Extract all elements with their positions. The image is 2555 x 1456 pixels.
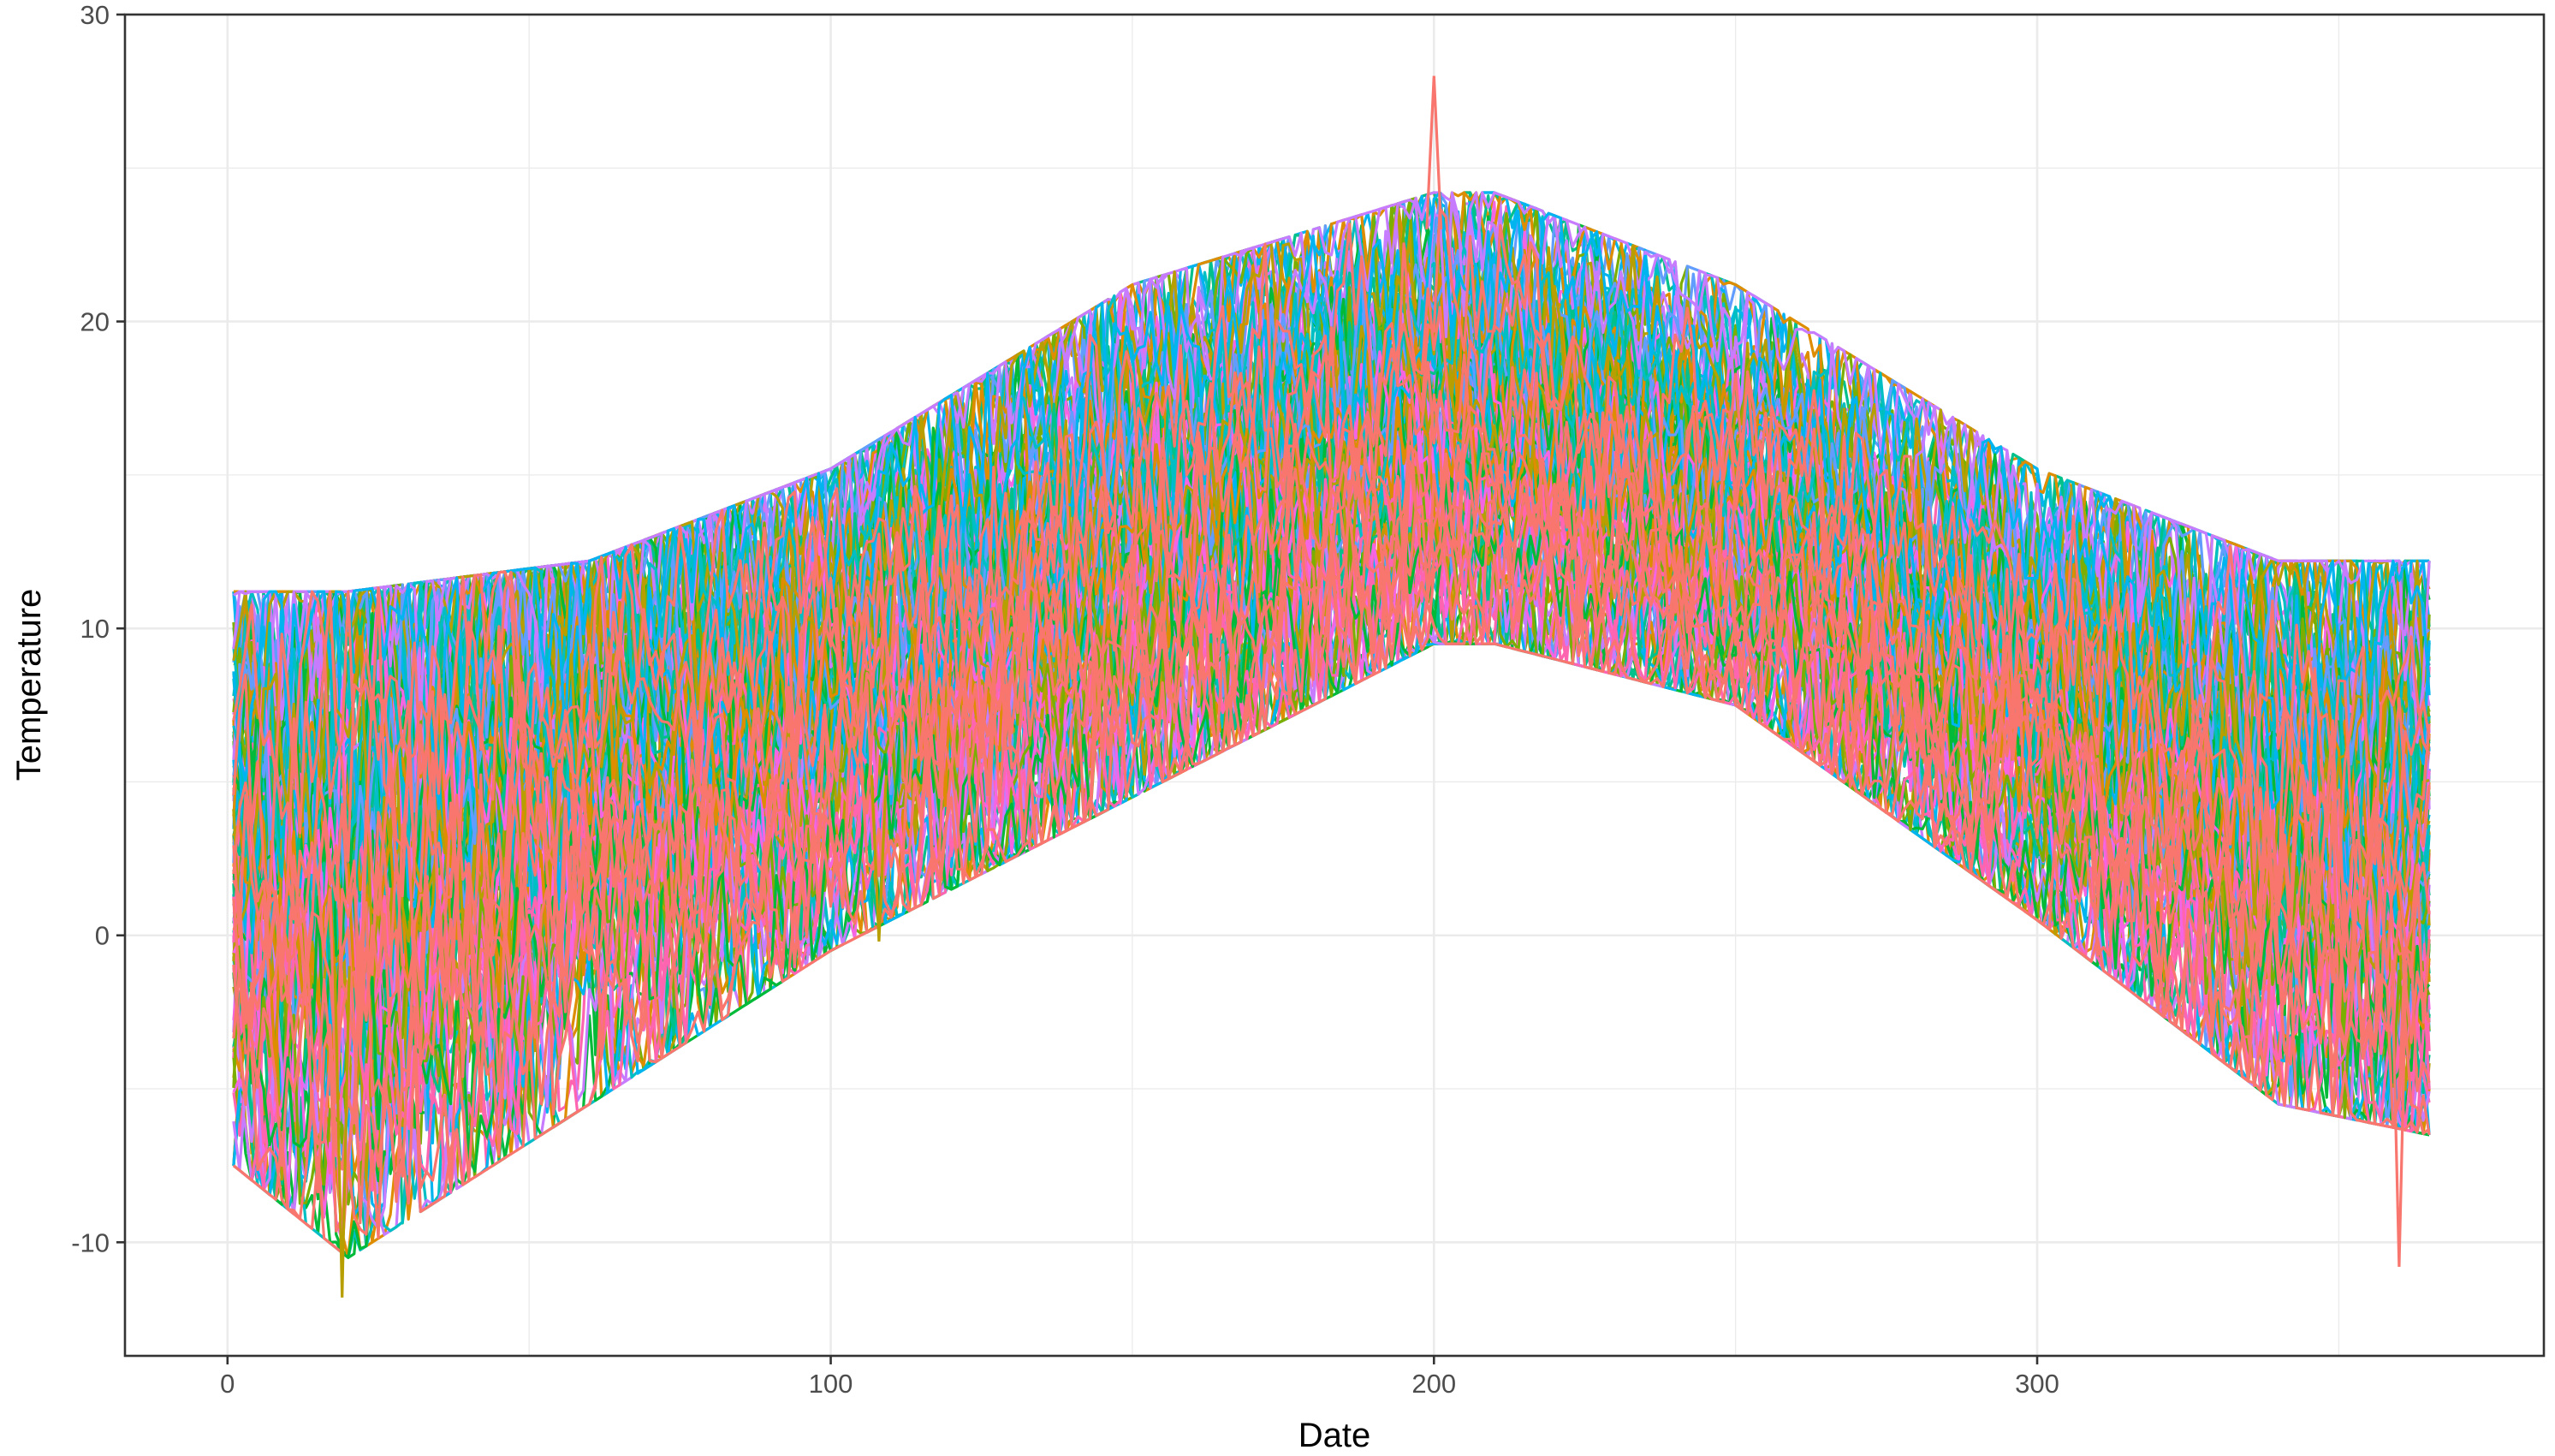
- y-tick-label: 30: [80, 0, 110, 30]
- y-tick-label: -10: [71, 1227, 110, 1257]
- x-tick-label: 300: [2015, 1369, 2059, 1399]
- x-tick-label: 0: [220, 1369, 235, 1399]
- series-line: [232, 414, 2431, 1225]
- series-line: [232, 484, 2431, 1255]
- y-tick-label: 20: [80, 307, 110, 337]
- x-tick-label: 200: [1411, 1369, 1456, 1399]
- series-spike: [2390, 960, 2408, 1268]
- series-line: [232, 202, 2431, 812]
- x-tick-label: 100: [809, 1369, 853, 1399]
- plot-panel-border: [123, 13, 2546, 1358]
- series-line: [232, 498, 2431, 1221]
- series-spike: [1425, 75, 1443, 230]
- y-axis-title: Temperature: [10, 589, 48, 781]
- y-tick-label: 0: [95, 921, 110, 951]
- y-axis-ticks: -10 0 10 20 30: [71, 0, 125, 1257]
- series-spike: [870, 775, 888, 942]
- y-tick-label: 10: [80, 614, 110, 644]
- x-axis-ticks: 0 100 200 300: [220, 1356, 2059, 1399]
- series-line: [232, 339, 2431, 1233]
- series-line: [232, 206, 2431, 884]
- series-lines: [232, 75, 2431, 1298]
- series-spike: [333, 966, 351, 1298]
- x-axis-title: Date: [1298, 1417, 1371, 1454]
